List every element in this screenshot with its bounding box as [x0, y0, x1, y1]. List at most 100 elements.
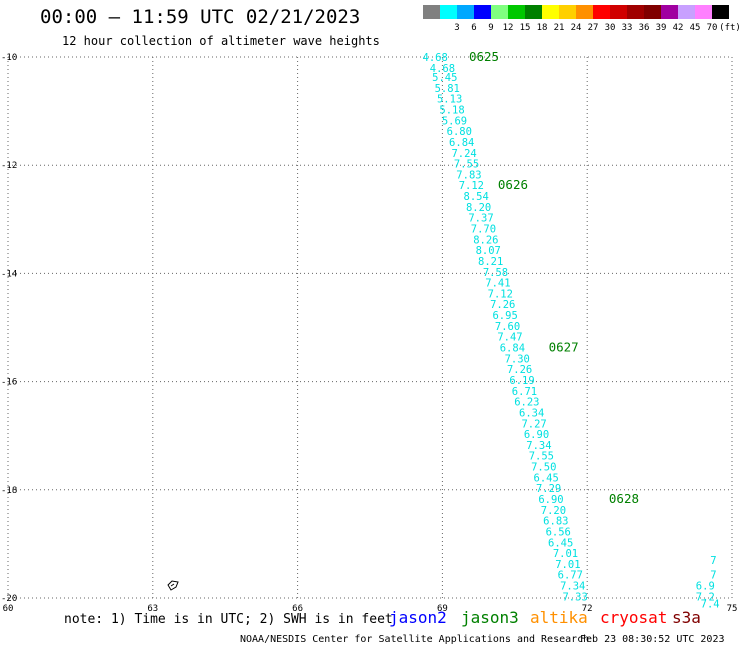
- satellite-name: altika: [530, 608, 588, 627]
- lat-tick-label: -10: [1, 53, 17, 63]
- island-outline: [167, 580, 179, 591]
- wave-height-label: 7.50: [531, 462, 556, 474]
- legend-label: 24: [570, 23, 582, 33]
- lon-tick-label: 63: [147, 604, 158, 614]
- legend-swatch: [440, 5, 457, 19]
- lon-tick-label: 72: [582, 604, 593, 614]
- wave-height-label: 6.9: [696, 581, 715, 593]
- wave-height-label: 6.95: [492, 310, 517, 322]
- wave-height-label: 6.45: [548, 537, 573, 549]
- wave-height-label: 8.21: [478, 256, 503, 268]
- wave-height-label: 7.01: [555, 559, 580, 571]
- legend-swatch: [457, 5, 474, 19]
- wave-height-label: 7.55: [454, 159, 479, 171]
- legend-label: 30: [604, 23, 616, 33]
- wave-height-label: 7.30: [505, 353, 530, 365]
- legend-swatch: [644, 5, 661, 19]
- wave-height-label: 7.83: [456, 169, 481, 181]
- legend-swatch: [593, 5, 610, 19]
- footer-note: note: 1) Time is in UTC; 2) SWH is in fe…: [64, 612, 393, 627]
- satellite-name: cryosat: [600, 608, 668, 627]
- footer-credit: NOAA/NESDIS Center for Satellite Applica…: [240, 634, 590, 645]
- legend-swatch: [474, 5, 491, 19]
- wave-height-label: 6.77: [558, 570, 583, 582]
- legend-label: 39: [655, 23, 667, 33]
- axis-ticks: 60 63 66 69 72 75 -10 -12 -14 -16 -18 -20: [1, 53, 737, 614]
- wave-height-label: 6.71: [512, 386, 537, 398]
- wave-height-label: 7.29: [536, 483, 561, 495]
- wave-height-label: 7.26: [490, 299, 515, 311]
- lat-tick-label: -16: [1, 378, 17, 388]
- time-marker-label: 0626: [498, 177, 528, 192]
- wave-height-label: 6.80: [447, 126, 472, 138]
- wave-height-label: 7.58: [483, 267, 508, 279]
- legend-swatch: [423, 5, 440, 19]
- satellite-name: jason3: [461, 608, 519, 627]
- wave-height-label: 5.81: [435, 83, 460, 95]
- legend-label: 70: [706, 23, 718, 33]
- wave-height-label: 7.33: [562, 591, 587, 603]
- lat-tick-label: -20: [1, 594, 17, 604]
- wave-height-label: 7.12: [459, 180, 484, 192]
- legend-label: 12: [502, 23, 514, 33]
- legend-swatch: [542, 5, 559, 19]
- wave-height-label: 6.90: [538, 494, 563, 506]
- wave-height-label: 7.55: [529, 451, 554, 463]
- lon-tick-label: 75: [727, 604, 738, 614]
- lon-tick-label: 69: [437, 604, 448, 614]
- legend-swatch: [610, 5, 627, 19]
- legend-label: 36: [638, 23, 650, 33]
- wave-height-label: 7.34: [560, 581, 585, 593]
- time-marker-label: 0627: [549, 340, 579, 355]
- wave-height-label: 7.01: [553, 548, 578, 560]
- wave-height-label: 7.37: [468, 213, 493, 225]
- wave-height-label: 7: [710, 555, 716, 567]
- footer-timestamp: Feb 23 08:30:52 UTC 2023: [580, 634, 725, 645]
- legend-swatch: [525, 5, 542, 19]
- wave-height-label: 7.34: [526, 440, 551, 452]
- wave-height-label: 5.69: [442, 115, 467, 127]
- legend-unit: (ft): [719, 23, 740, 33]
- wave-height-label: 6.84: [500, 343, 525, 355]
- lat-tick-label: -18: [1, 486, 17, 496]
- legend-swatch: [576, 5, 593, 19]
- wave-height-label: 6.84: [449, 137, 474, 149]
- legend-label: 33: [621, 23, 633, 33]
- legend-label: 15: [519, 23, 531, 33]
- lat-tick-label: -12: [1, 161, 17, 171]
- lat-tick-label: -14: [1, 269, 17, 279]
- wave-height-label: 6.45: [534, 472, 559, 484]
- lon-tick-label: 66: [292, 604, 303, 614]
- wave-height-label: 6.19: [509, 375, 534, 387]
- legend-label: 9: [488, 23, 494, 33]
- legend-swatch: [661, 5, 678, 19]
- wave-height-label: 5.18: [439, 104, 464, 116]
- time-marker-label: 0628: [609, 491, 639, 506]
- satellite-name: s3a: [672, 608, 701, 627]
- wave-height-label: 4.68: [430, 63, 455, 75]
- legend-label: 6: [471, 23, 477, 33]
- altimeter-track: 4.684.685.455.815.135.185.696.806.847.24…: [423, 49, 720, 610]
- wave-height-label: 7.4: [701, 598, 720, 610]
- legend-swatch: [678, 5, 695, 19]
- legend-swatch: [491, 5, 508, 19]
- wave-height-label: 8.54: [464, 191, 489, 203]
- time-marker-label: 0625: [469, 49, 499, 64]
- wave-height-label: 4.68: [423, 52, 448, 64]
- wave-height-label: 7.27: [521, 418, 546, 430]
- wave-height-label: 6.56: [546, 526, 571, 538]
- wave-height-label: 6.34: [519, 407, 544, 419]
- page-subtitle: 12 hour collection of altimeter wave hei…: [62, 34, 380, 48]
- wave-height-label: 6.23: [514, 397, 539, 409]
- wave-height-label: 7.26: [507, 364, 532, 376]
- wave-height-label: 7.20: [541, 505, 566, 517]
- wave-height-label: 5.45: [432, 72, 457, 84]
- wave-height-label: 7.60: [495, 321, 520, 333]
- legend-swatch: [627, 5, 644, 19]
- legend-label: 45: [689, 23, 701, 33]
- map-grid: [7, 56, 733, 599]
- lon-tick-label: 60: [3, 604, 14, 614]
- wave-height-label: 8.20: [466, 202, 491, 214]
- wave-height-label: 8.26: [473, 234, 498, 246]
